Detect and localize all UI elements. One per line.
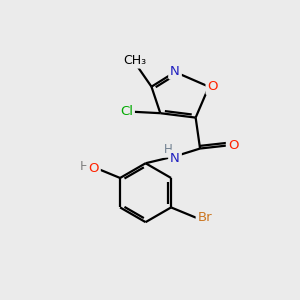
Text: O: O [208,80,218,93]
Text: CH₃: CH₃ [124,54,147,67]
Text: Cl: Cl [120,105,133,118]
Text: Br: Br [198,211,212,224]
Text: N: N [170,152,180,165]
Text: N: N [170,64,180,78]
Text: H: H [164,143,172,156]
Text: H: H [80,160,89,173]
Text: O: O [228,139,238,152]
Text: O: O [88,162,99,175]
